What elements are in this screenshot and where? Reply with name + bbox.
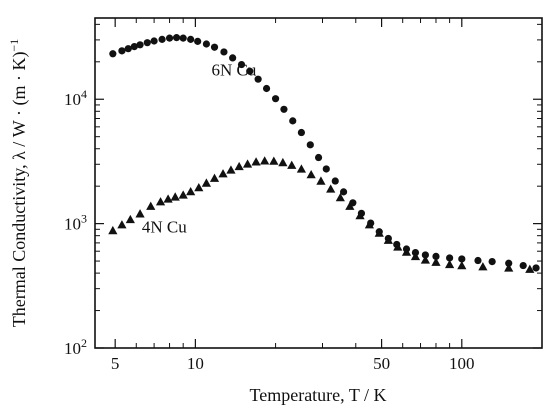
data-point-4n-cu [504, 263, 514, 272]
data-point-4n-cu [218, 169, 228, 178]
data-point-6n-cu [220, 48, 228, 56]
data-point-6n-cu [254, 75, 262, 83]
data-point-6n-cu [150, 37, 158, 45]
data-point-4n-cu [316, 176, 326, 185]
plot-frame [94, 17, 543, 349]
data-point-6n-cu [229, 54, 237, 62]
data-point-4n-cu [170, 192, 180, 201]
x-tick-label: 5 [111, 354, 120, 373]
data-point-4n-cu [251, 157, 261, 166]
data-point-4n-cu [326, 184, 336, 193]
data-point-6n-cu [210, 43, 219, 51]
data-point-6n-cu [237, 60, 246, 69]
data-point-4n-cu [374, 228, 384, 237]
data-point-4n-cu [393, 242, 403, 251]
data-point-6n-cu [118, 47, 126, 55]
data-point-6n-cu [488, 258, 496, 266]
data-point-4n-cu [457, 260, 467, 270]
data-point-4n-cu [108, 225, 118, 235]
data-point-6n-cu [262, 84, 271, 93]
data-point-4n-cu [135, 209, 145, 218]
y-axis-label-exponent: −1 [7, 39, 21, 52]
y-tick-label: 102 [64, 336, 87, 358]
data-point-4n-cu [401, 247, 412, 256]
y-axis-label-main: Thermal Conductivity, λ / W · (m · K) [9, 52, 30, 328]
data-point-4n-cu [478, 262, 488, 271]
data-point-4n-cu [201, 178, 212, 187]
data-point-6n-cu [136, 41, 144, 49]
data-point-4n-cu [186, 186, 196, 196]
data-point-4n-cu [364, 220, 375, 229]
chart-labels: 5 10 50 100 102 103 104 6N Cu 4N Cu [64, 61, 475, 373]
data-point-4n-cu [125, 214, 135, 224]
data-point-6n-cu [130, 43, 138, 51]
data-point-4n-cu [383, 235, 393, 244]
data-point-6n-cu [202, 40, 211, 48]
data-point-4n-cu [445, 259, 455, 269]
data-point-6n-cu [519, 261, 527, 270]
data-point-6n-cu [289, 117, 297, 125]
data-point-4n-cu [420, 255, 430, 264]
data-marks [108, 34, 540, 273]
x-tick-label: 50 [373, 354, 390, 373]
data-point-6n-cu [505, 259, 513, 267]
data-point-4n-cu [525, 264, 535, 273]
data-point-6n-cu [297, 128, 305, 137]
data-point-4n-cu [287, 160, 297, 169]
data-point-6n-cu [339, 188, 348, 196]
data-point-6n-cu [306, 141, 314, 149]
data-point-4n-cu [278, 157, 288, 167]
data-point-6n-cu [165, 34, 174, 42]
data-point-4n-cu [410, 251, 421, 261]
data-point-6n-cu [474, 256, 482, 265]
data-point-4n-cu [335, 192, 345, 202]
data-point-6n-cu [194, 37, 202, 45]
data-point-6n-cu [158, 35, 166, 43]
data-point-6n-cu [109, 50, 117, 58]
data-point-4n-cu [269, 156, 279, 165]
data-point-6n-cu [172, 34, 181, 42]
data-point-6n-cu [421, 251, 429, 259]
data-point-6n-cu [314, 153, 323, 162]
axis-ticks [95, 18, 543, 349]
series-label-6n-cu: 6N Cu [212, 61, 257, 80]
data-point-6n-cu [124, 45, 132, 53]
x-axis-label: Temperature, T / K [249, 385, 386, 405]
data-point-4n-cu [178, 190, 188, 199]
data-point-4n-cu [117, 220, 127, 229]
data-point-6n-cu [187, 35, 195, 43]
data-point-4n-cu [163, 194, 173, 203]
y-tick-label: 104 [64, 87, 87, 109]
data-point-6n-cu [143, 39, 151, 47]
data-point-4n-cu [194, 182, 204, 192]
data-point-6n-cu [322, 165, 330, 173]
data-point-6n-cu [532, 264, 540, 272]
data-point-6n-cu [179, 34, 187, 42]
data-point-4n-cu [431, 257, 441, 266]
data-point-6n-cu [280, 105, 288, 113]
data-point-4n-cu [355, 211, 365, 220]
data-point-4n-cu [155, 197, 166, 206]
data-point-4n-cu [226, 165, 236, 174]
data-point-6n-cu [446, 254, 454, 262]
x-tick-label: 100 [449, 354, 475, 373]
x-tick-label: 10 [187, 354, 204, 373]
data-point-6n-cu [331, 177, 339, 185]
data-point-4n-cu [209, 173, 220, 182]
data-point-4n-cu [260, 156, 270, 165]
data-point-6n-cu [271, 95, 280, 103]
y-axis-label: Thermal Conductivity, λ / W · (m · K)−1 [7, 39, 30, 327]
data-point-4n-cu [306, 169, 316, 179]
data-point-6n-cu [432, 252, 440, 261]
data-point-6n-cu [246, 67, 254, 75]
data-point-4n-cu [242, 159, 253, 168]
data-point-4n-cu [234, 161, 244, 171]
data-point-4n-cu [345, 201, 355, 210]
y-tick-label: 103 [64, 212, 87, 234]
data-point-6n-cu [458, 255, 466, 263]
data-point-4n-cu [296, 164, 306, 173]
series-label-4n-cu: 4N Cu [142, 217, 187, 236]
data-point-4n-cu [146, 201, 156, 210]
